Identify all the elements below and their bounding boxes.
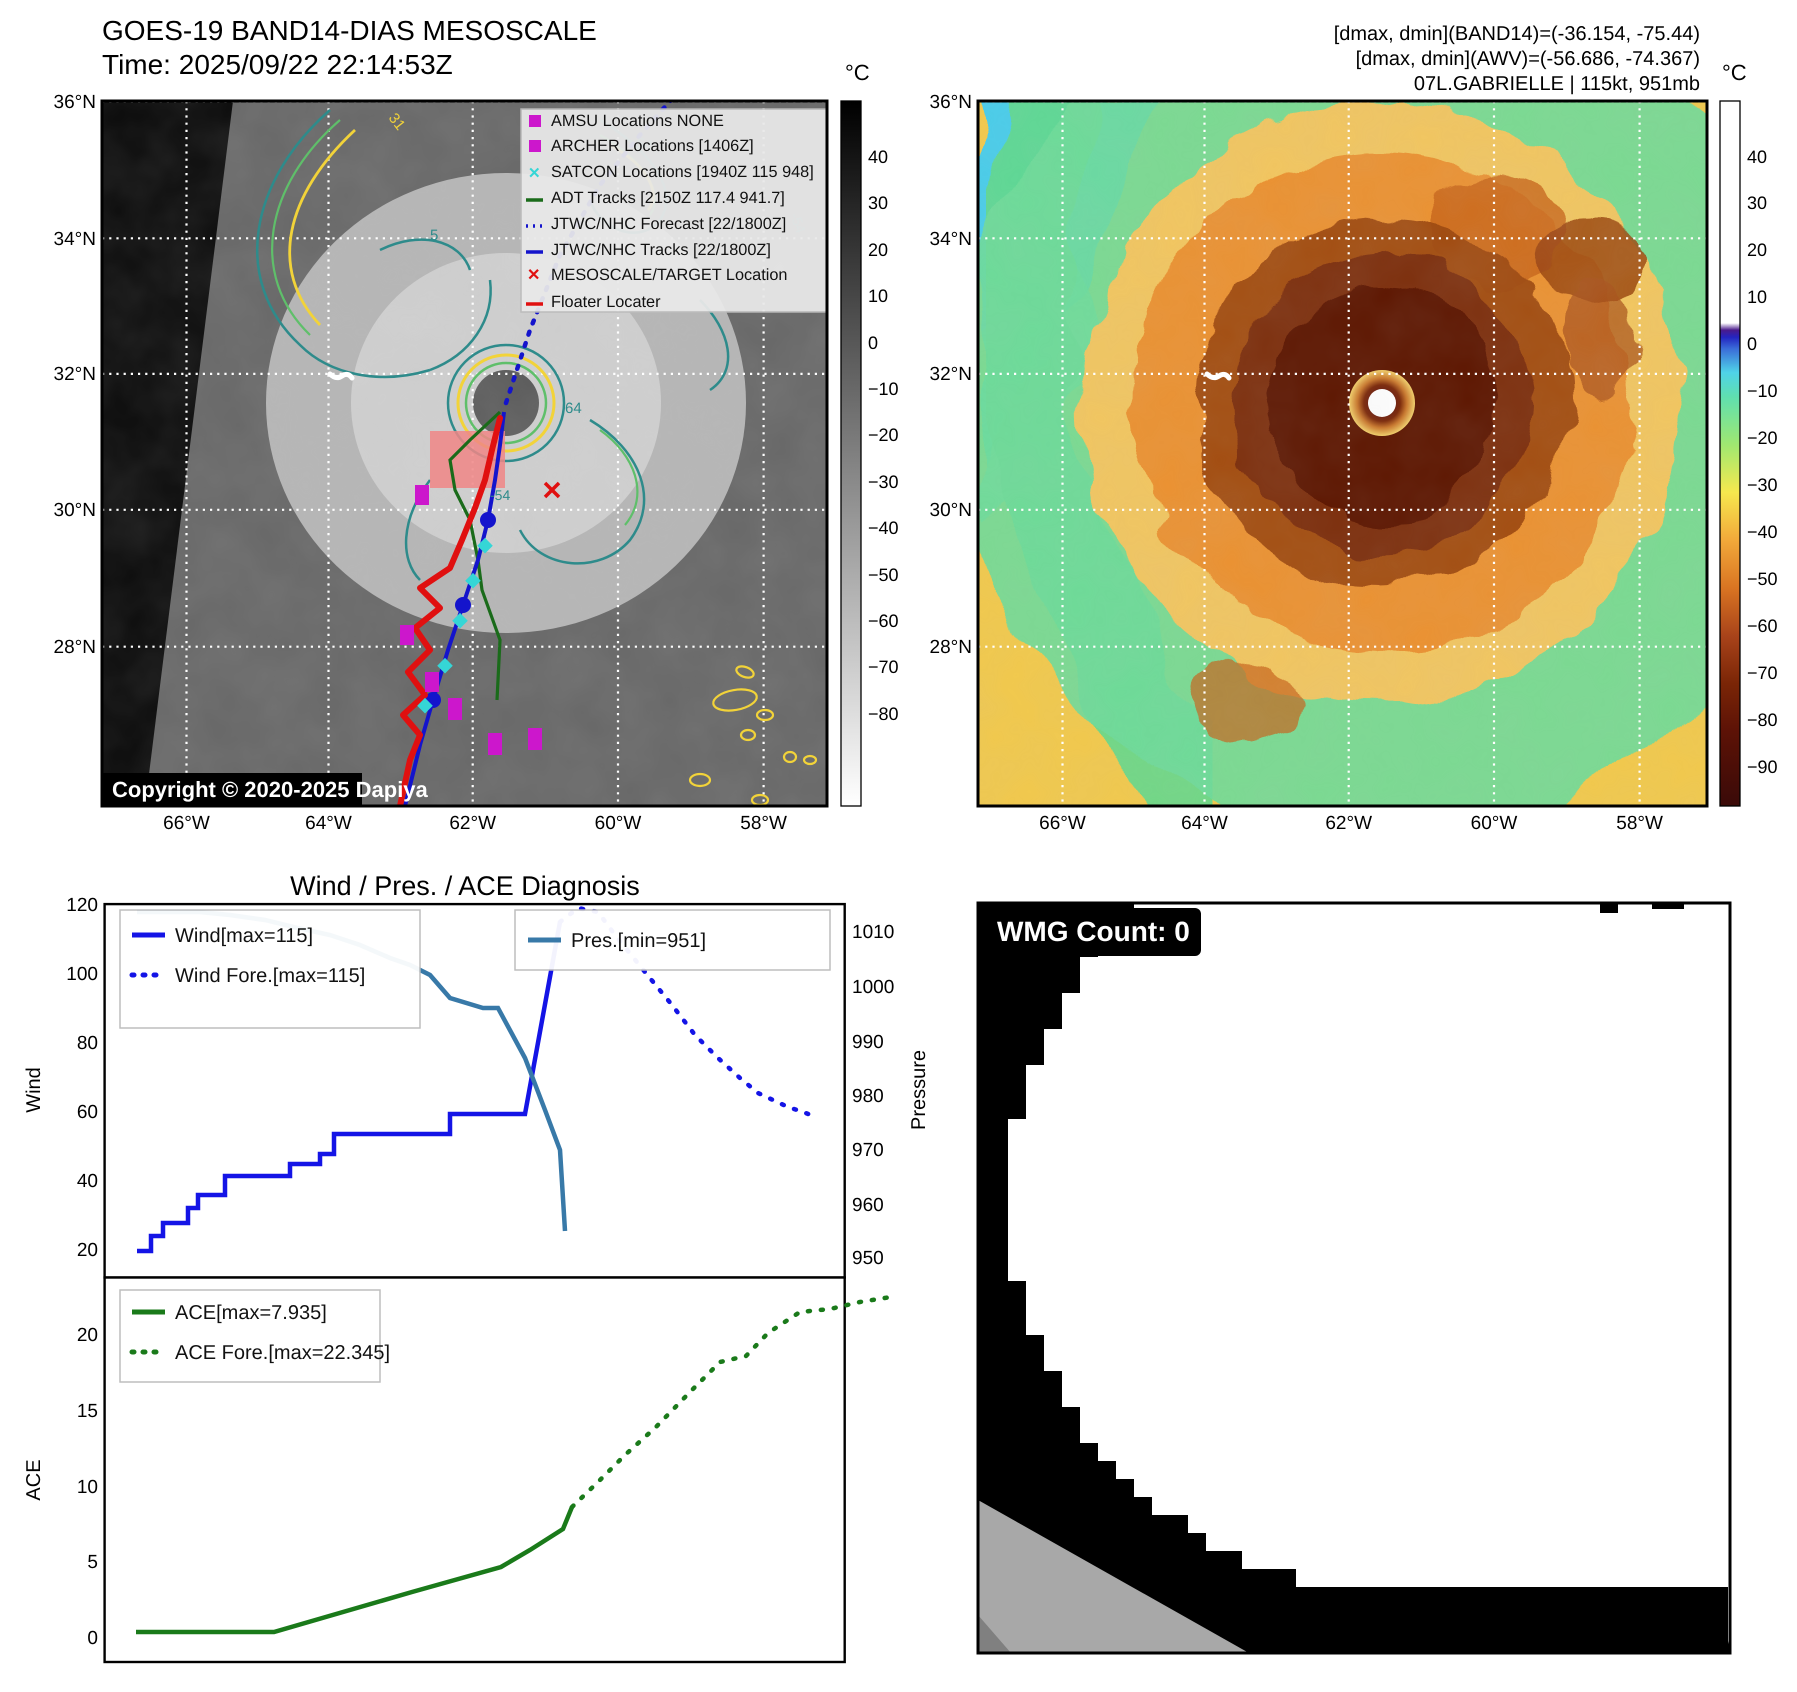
svg-text:62°W: 62°W xyxy=(449,813,496,834)
svg-text:−50: −50 xyxy=(868,565,899,585)
svg-text:−70: −70 xyxy=(1747,663,1778,683)
svg-text:64°W: 64°W xyxy=(1181,813,1228,834)
svg-text:960: 960 xyxy=(852,1195,884,1216)
svg-text:ADT Tracks [2150Z 117.4 941.7]: ADT Tracks [2150Z 117.4 941.7] xyxy=(551,189,785,207)
svg-text:−90: −90 xyxy=(1747,757,1778,777)
svg-text:34°N: 34°N xyxy=(930,229,972,250)
svg-text:36°N: 36°N xyxy=(930,92,972,113)
svg-text:30°N: 30°N xyxy=(930,500,972,521)
svg-text:−60: −60 xyxy=(868,611,899,631)
svg-text:-54: -54 xyxy=(490,487,510,503)
svg-text:10: 10 xyxy=(77,1477,98,1498)
svg-text:28°N: 28°N xyxy=(54,637,96,658)
svg-text:Wind[max=115]: Wind[max=115] xyxy=(175,925,313,947)
svg-text:SATCON Locations [1940Z 115 94: SATCON Locations [1940Z 115 948] xyxy=(551,163,814,181)
svg-text:0: 0 xyxy=(1747,334,1757,354)
svg-text:5: 5 xyxy=(430,227,438,244)
svg-text:40: 40 xyxy=(1747,147,1767,167)
svg-text:AMSU Locations NONE: AMSU Locations NONE xyxy=(551,112,724,130)
svg-text:34°N: 34°N xyxy=(54,229,96,250)
svg-text:15: 15 xyxy=(77,1401,98,1422)
svg-text:−10: −10 xyxy=(868,379,899,399)
svg-text:°C: °C xyxy=(1722,60,1747,85)
svg-text:58°W: 58°W xyxy=(740,813,787,834)
svg-text:Wind: Wind xyxy=(23,1067,45,1113)
svg-text:62°W: 62°W xyxy=(1325,813,1372,834)
svg-text:1000: 1000 xyxy=(852,977,894,998)
svg-text:950: 950 xyxy=(852,1248,884,1269)
svg-text:0: 0 xyxy=(868,333,878,353)
svg-text:30: 30 xyxy=(868,193,888,213)
svg-text:ACE[max=7.935]: ACE[max=7.935] xyxy=(175,1302,327,1324)
svg-text:✕: ✕ xyxy=(528,165,541,182)
svg-text:60°W: 60°W xyxy=(595,813,642,834)
svg-text:64°W: 64°W xyxy=(305,813,352,834)
svg-text:40: 40 xyxy=(77,1171,98,1192)
svg-text:20: 20 xyxy=(868,240,888,260)
svg-text:−30: −30 xyxy=(868,472,899,492)
svg-text:−60: −60 xyxy=(1747,616,1778,636)
svg-text:990: 990 xyxy=(852,1032,884,1053)
svg-text:20: 20 xyxy=(1747,240,1767,260)
svg-text:[dmax, dmin](AWV)=(-56.686, -7: [dmax, dmin](AWV)=(-56.686, -74.367) xyxy=(1356,48,1700,70)
svg-text:Wind / Pres. / ACE Diagnosis: Wind / Pres. / ACE Diagnosis xyxy=(290,871,640,901)
svg-text:°C: °C xyxy=(845,60,870,85)
svg-text:−80: −80 xyxy=(1747,710,1778,730)
svg-text:[dmax, dmin](BAND14)=(-36.154,: [dmax, dmin](BAND14)=(-36.154, -75.44) xyxy=(1334,23,1700,45)
svg-text:ACE Fore.[max=22.345]: ACE Fore.[max=22.345] xyxy=(175,1342,390,1364)
svg-text:100: 100 xyxy=(66,964,98,985)
svg-text:1010: 1010 xyxy=(852,922,894,943)
svg-text:64: 64 xyxy=(565,400,582,417)
svg-text:Pressure: Pressure xyxy=(908,1050,930,1130)
svg-text:80: 80 xyxy=(77,1033,98,1054)
svg-text:Pres.[min=951]: Pres.[min=951] xyxy=(571,930,706,952)
svg-text:36°N: 36°N xyxy=(54,92,96,113)
svg-text:10: 10 xyxy=(868,286,888,306)
svg-text:40: 40 xyxy=(868,147,888,167)
svg-text:JTWC/NHC Tracks [22/1800Z]: JTWC/NHC Tracks [22/1800Z] xyxy=(551,241,771,259)
svg-text:−10: −10 xyxy=(1747,381,1778,401)
svg-text:970: 970 xyxy=(852,1140,884,1161)
svg-text:−80: −80 xyxy=(868,704,899,724)
svg-text:−30: −30 xyxy=(1747,475,1778,495)
svg-text:ARCHER Locations [1406Z]: ARCHER Locations [1406Z] xyxy=(551,137,754,155)
svg-text:−40: −40 xyxy=(1747,522,1778,542)
svg-text:20: 20 xyxy=(77,1240,98,1261)
svg-text:60: 60 xyxy=(77,1102,98,1123)
svg-text:32°N: 32°N xyxy=(930,364,972,385)
svg-text:Wind Fore.[max=115]: Wind Fore.[max=115] xyxy=(175,965,365,987)
svg-text:WMG Count: 0: WMG Count: 0 xyxy=(997,916,1190,947)
svg-text:120: 120 xyxy=(66,895,98,916)
svg-text:58°W: 58°W xyxy=(1616,813,1663,834)
svg-text:ACE: ACE xyxy=(23,1459,45,1500)
svg-text:Copyright © 2020-2025 Dapiya: Copyright © 2020-2025 Dapiya xyxy=(112,777,429,802)
svg-text:−20: −20 xyxy=(1747,428,1778,448)
svg-text:−70: −70 xyxy=(868,657,899,677)
svg-text:−40: −40 xyxy=(868,518,899,538)
svg-text:MESOSCALE/TARGET Location: MESOSCALE/TARGET Location xyxy=(551,266,787,284)
svg-text:07L.GABRIELLE | 115kt, 951mb: 07L.GABRIELLE | 115kt, 951mb xyxy=(1414,73,1700,95)
svg-text:60°W: 60°W xyxy=(1471,813,1518,834)
svg-text:−20: −20 xyxy=(868,425,899,445)
svg-text:Floater Locater: Floater Locater xyxy=(551,293,661,311)
svg-text:20: 20 xyxy=(77,1325,98,1346)
svg-text:66°W: 66°W xyxy=(163,813,210,834)
svg-text:30°N: 30°N xyxy=(54,500,96,521)
svg-text:980: 980 xyxy=(852,1086,884,1107)
svg-text:32°N: 32°N xyxy=(54,364,96,385)
svg-text:10: 10 xyxy=(1747,287,1767,307)
svg-text:28°N: 28°N xyxy=(930,637,972,658)
svg-text:30: 30 xyxy=(1747,193,1767,213)
svg-text:5: 5 xyxy=(87,1552,98,1573)
svg-text:66°W: 66°W xyxy=(1039,813,1086,834)
svg-text:−50: −50 xyxy=(1747,569,1778,589)
svg-text:✕: ✕ xyxy=(527,267,540,284)
svg-text:JTWC/NHC Forecast [22/1800Z]: JTWC/NHC Forecast [22/1800Z] xyxy=(551,215,786,233)
svg-text:0: 0 xyxy=(87,1628,98,1649)
